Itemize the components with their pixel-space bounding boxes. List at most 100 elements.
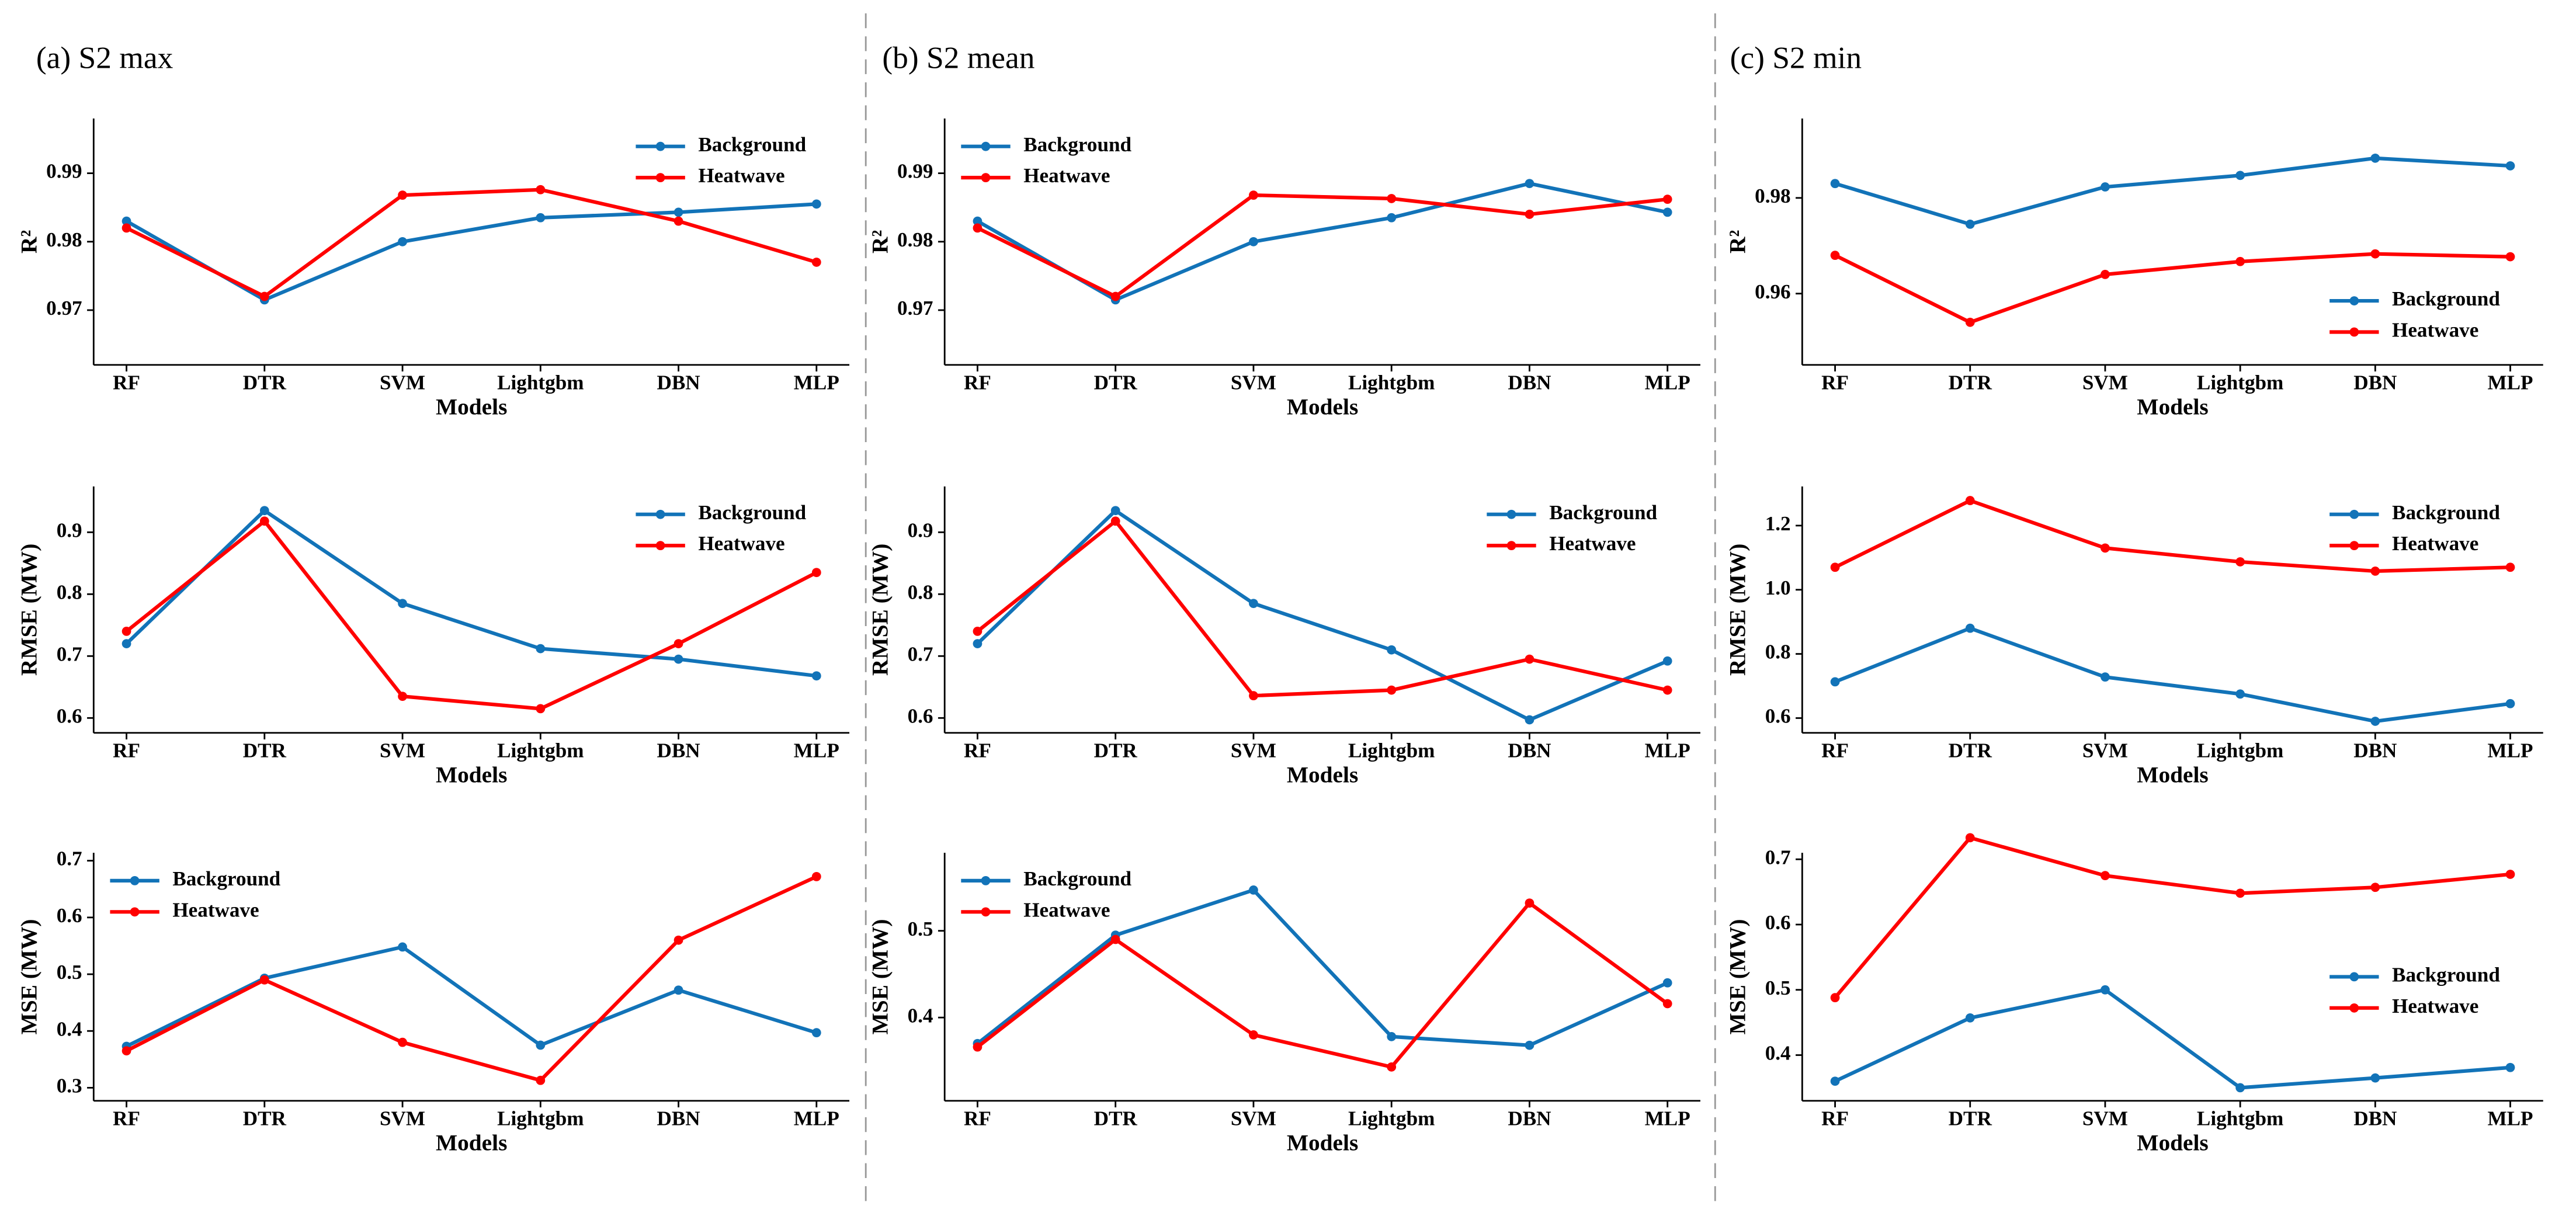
legend-label: Heatwave <box>2392 995 2478 1017</box>
y-tick-label: 0.4 <box>1765 1042 1791 1065</box>
series-line <box>1834 835 2511 999</box>
x-axis-label: Models <box>436 394 507 420</box>
legend-label: Heatwave <box>1023 898 1110 921</box>
data-point <box>811 872 821 881</box>
data-point <box>1662 656 1672 666</box>
y-axis-label: MSE (MW) <box>1724 919 1750 1034</box>
data-point <box>1387 685 1397 695</box>
data-point <box>1110 516 1120 526</box>
y-tick-label: 0.7 <box>57 847 82 870</box>
x-tick-label: SVM <box>2082 1107 2128 1130</box>
legend-marker <box>655 173 665 182</box>
data-point <box>1662 978 1672 988</box>
data-point <box>2370 1073 2380 1083</box>
data-point <box>1387 1031 1397 1041</box>
series-line <box>125 508 817 678</box>
data-point <box>673 216 683 226</box>
x-tick-label: RF <box>1821 739 1849 762</box>
x-tick-label: MLP <box>1645 739 1690 762</box>
data-point <box>536 644 546 654</box>
legend-marker <box>655 541 665 551</box>
y-tick-label: 0.98 <box>46 228 82 251</box>
x-axis-label: Models <box>2137 762 2208 788</box>
x-tick-label: DTR <box>1094 371 1138 394</box>
data-point <box>1662 194 1672 204</box>
legend-label: Heatwave <box>698 164 784 187</box>
data-point <box>1110 506 1120 516</box>
data-point <box>536 185 546 194</box>
data-point <box>121 216 131 226</box>
data-point <box>673 935 683 945</box>
data-point <box>1830 1076 1840 1086</box>
data-point <box>536 1075 546 1085</box>
x-tick-label: RF <box>964 371 991 394</box>
y-axis-label: RMSE (MW) <box>1724 544 1750 676</box>
x-tick-label: DTR <box>243 739 287 762</box>
legend-marker <box>2349 327 2359 337</box>
y-axis-label: RMSE (MW) <box>867 544 893 676</box>
x-tick-label: MLP <box>794 1107 839 1130</box>
data-point <box>1525 1040 1535 1050</box>
data-point <box>121 639 131 648</box>
x-tick-label: Lightgbm <box>1348 739 1435 762</box>
legend-marker <box>130 876 140 885</box>
y-axis-label: MSE (MW) <box>16 919 41 1034</box>
x-tick-label: SVM <box>2082 739 2128 762</box>
y-tick-label: 0.97 <box>46 297 82 319</box>
series-line <box>976 900 1669 1069</box>
y-tick-label: 0.7 <box>57 642 82 665</box>
series-line <box>126 945 817 1048</box>
legend-label: Background <box>1023 133 1131 156</box>
y-tick-label: 0.6 <box>57 904 82 927</box>
data-point <box>2505 870 2515 879</box>
x-axis-label: Models <box>1287 762 1358 788</box>
legend-label: Heatwave <box>1549 532 1636 555</box>
data-point <box>2370 717 2380 726</box>
x-tick-label: RF <box>113 371 140 394</box>
data-point <box>259 975 269 985</box>
data-point <box>973 1042 983 1052</box>
data-point <box>1249 885 1258 895</box>
x-axis-label: Models <box>436 762 507 788</box>
legend-marker <box>655 509 665 519</box>
data-point <box>1965 496 1975 505</box>
y-tick-label: 0.6 <box>1765 705 1791 728</box>
x-tick-label: SVM <box>380 1107 425 1130</box>
data-point <box>2370 153 2380 163</box>
data-point <box>1525 898 1535 908</box>
data-point <box>2505 1062 2515 1072</box>
data-point <box>973 639 983 648</box>
data-point <box>1249 1030 1258 1040</box>
data-point <box>673 654 683 664</box>
data-point <box>811 199 821 209</box>
series-line <box>126 202 817 302</box>
x-tick-label: RF <box>964 739 991 762</box>
data-point <box>811 258 821 267</box>
panel-title: (a) S2 max <box>36 40 173 75</box>
y-tick-label: 0.4 <box>57 1017 82 1040</box>
x-tick-label: SVM <box>1231 371 1276 394</box>
series-line <box>1834 626 2511 724</box>
y-tick-label: 0.98 <box>1755 185 1791 207</box>
data-point <box>2101 871 2110 881</box>
y-tick-label: 0.8 <box>908 581 933 603</box>
y-tick-label: 0.98 <box>897 228 933 251</box>
data-point <box>2505 252 2515 262</box>
data-point <box>2505 161 2515 171</box>
series-line <box>1834 988 2511 1090</box>
data-point <box>1525 654 1535 664</box>
data-point <box>2235 256 2245 266</box>
legend-marker <box>981 876 991 885</box>
x-tick-label: Lightgbm <box>2197 371 2283 394</box>
x-tick-label: RF <box>113 739 140 762</box>
legend-label: Background <box>698 501 806 524</box>
x-tick-label: DBN <box>1508 739 1551 762</box>
data-point <box>259 291 269 301</box>
legend-label: Heatwave <box>698 532 784 555</box>
data-point <box>1965 317 1975 327</box>
y-tick-label: 0.9 <box>908 519 933 541</box>
data-point <box>259 516 269 526</box>
data-point <box>2505 562 2515 572</box>
x-tick-label: MLP <box>1645 371 1690 394</box>
